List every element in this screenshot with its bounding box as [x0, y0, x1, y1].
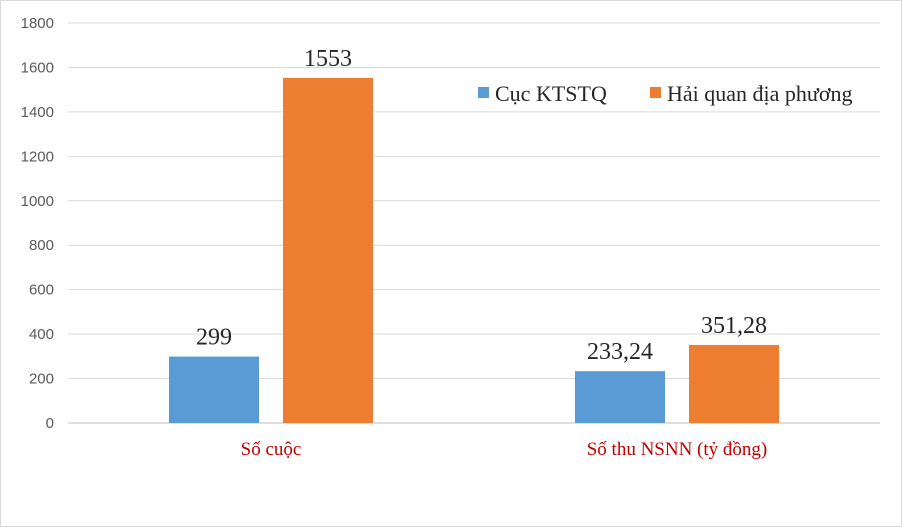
data-labels: 299 1553 233,24 351,28: [196, 46, 767, 365]
data-label: 1553: [304, 46, 352, 72]
y-tick-label: 200: [29, 371, 54, 388]
category-label: Số thu NSNN (tỷ đồng): [587, 439, 768, 460]
bar: [689, 344, 779, 423]
y-tick-label: 1600: [21, 59, 54, 76]
y-tick-label: 1200: [21, 148, 54, 165]
category-labels: Số cuộc Số thu NSNN (tỷ đồng): [241, 439, 768, 460]
y-tick-label: 400: [29, 326, 54, 343]
bar: [283, 77, 373, 423]
data-label: 233,24: [587, 339, 653, 365]
y-tick-label: 1400: [21, 104, 54, 121]
data-label: 299: [196, 325, 232, 351]
y-tick-label: 600: [29, 282, 54, 299]
legend-label: Cục KTSTQ: [495, 81, 607, 106]
legend-swatch: [650, 87, 661, 98]
y-tick-label: 800: [29, 237, 54, 254]
bar: [169, 356, 259, 423]
legend: Cục KTSTQ Hải quan địa phương: [478, 81, 852, 106]
legend-swatch: [478, 87, 489, 98]
y-axis-ticks: 0 200 400 600 800 1000 1200 1400 1600 1800: [21, 15, 54, 432]
legend-label: Hải quan địa phương: [667, 81, 852, 106]
y-tick-label: 1000: [21, 193, 54, 210]
y-tick-label: 0: [46, 415, 54, 432]
bar: [575, 371, 665, 423]
bars: [169, 77, 779, 423]
y-tick-label: 1800: [21, 15, 54, 32]
data-label: 351,28: [701, 313, 767, 339]
category-label: Số cuộc: [241, 439, 302, 460]
